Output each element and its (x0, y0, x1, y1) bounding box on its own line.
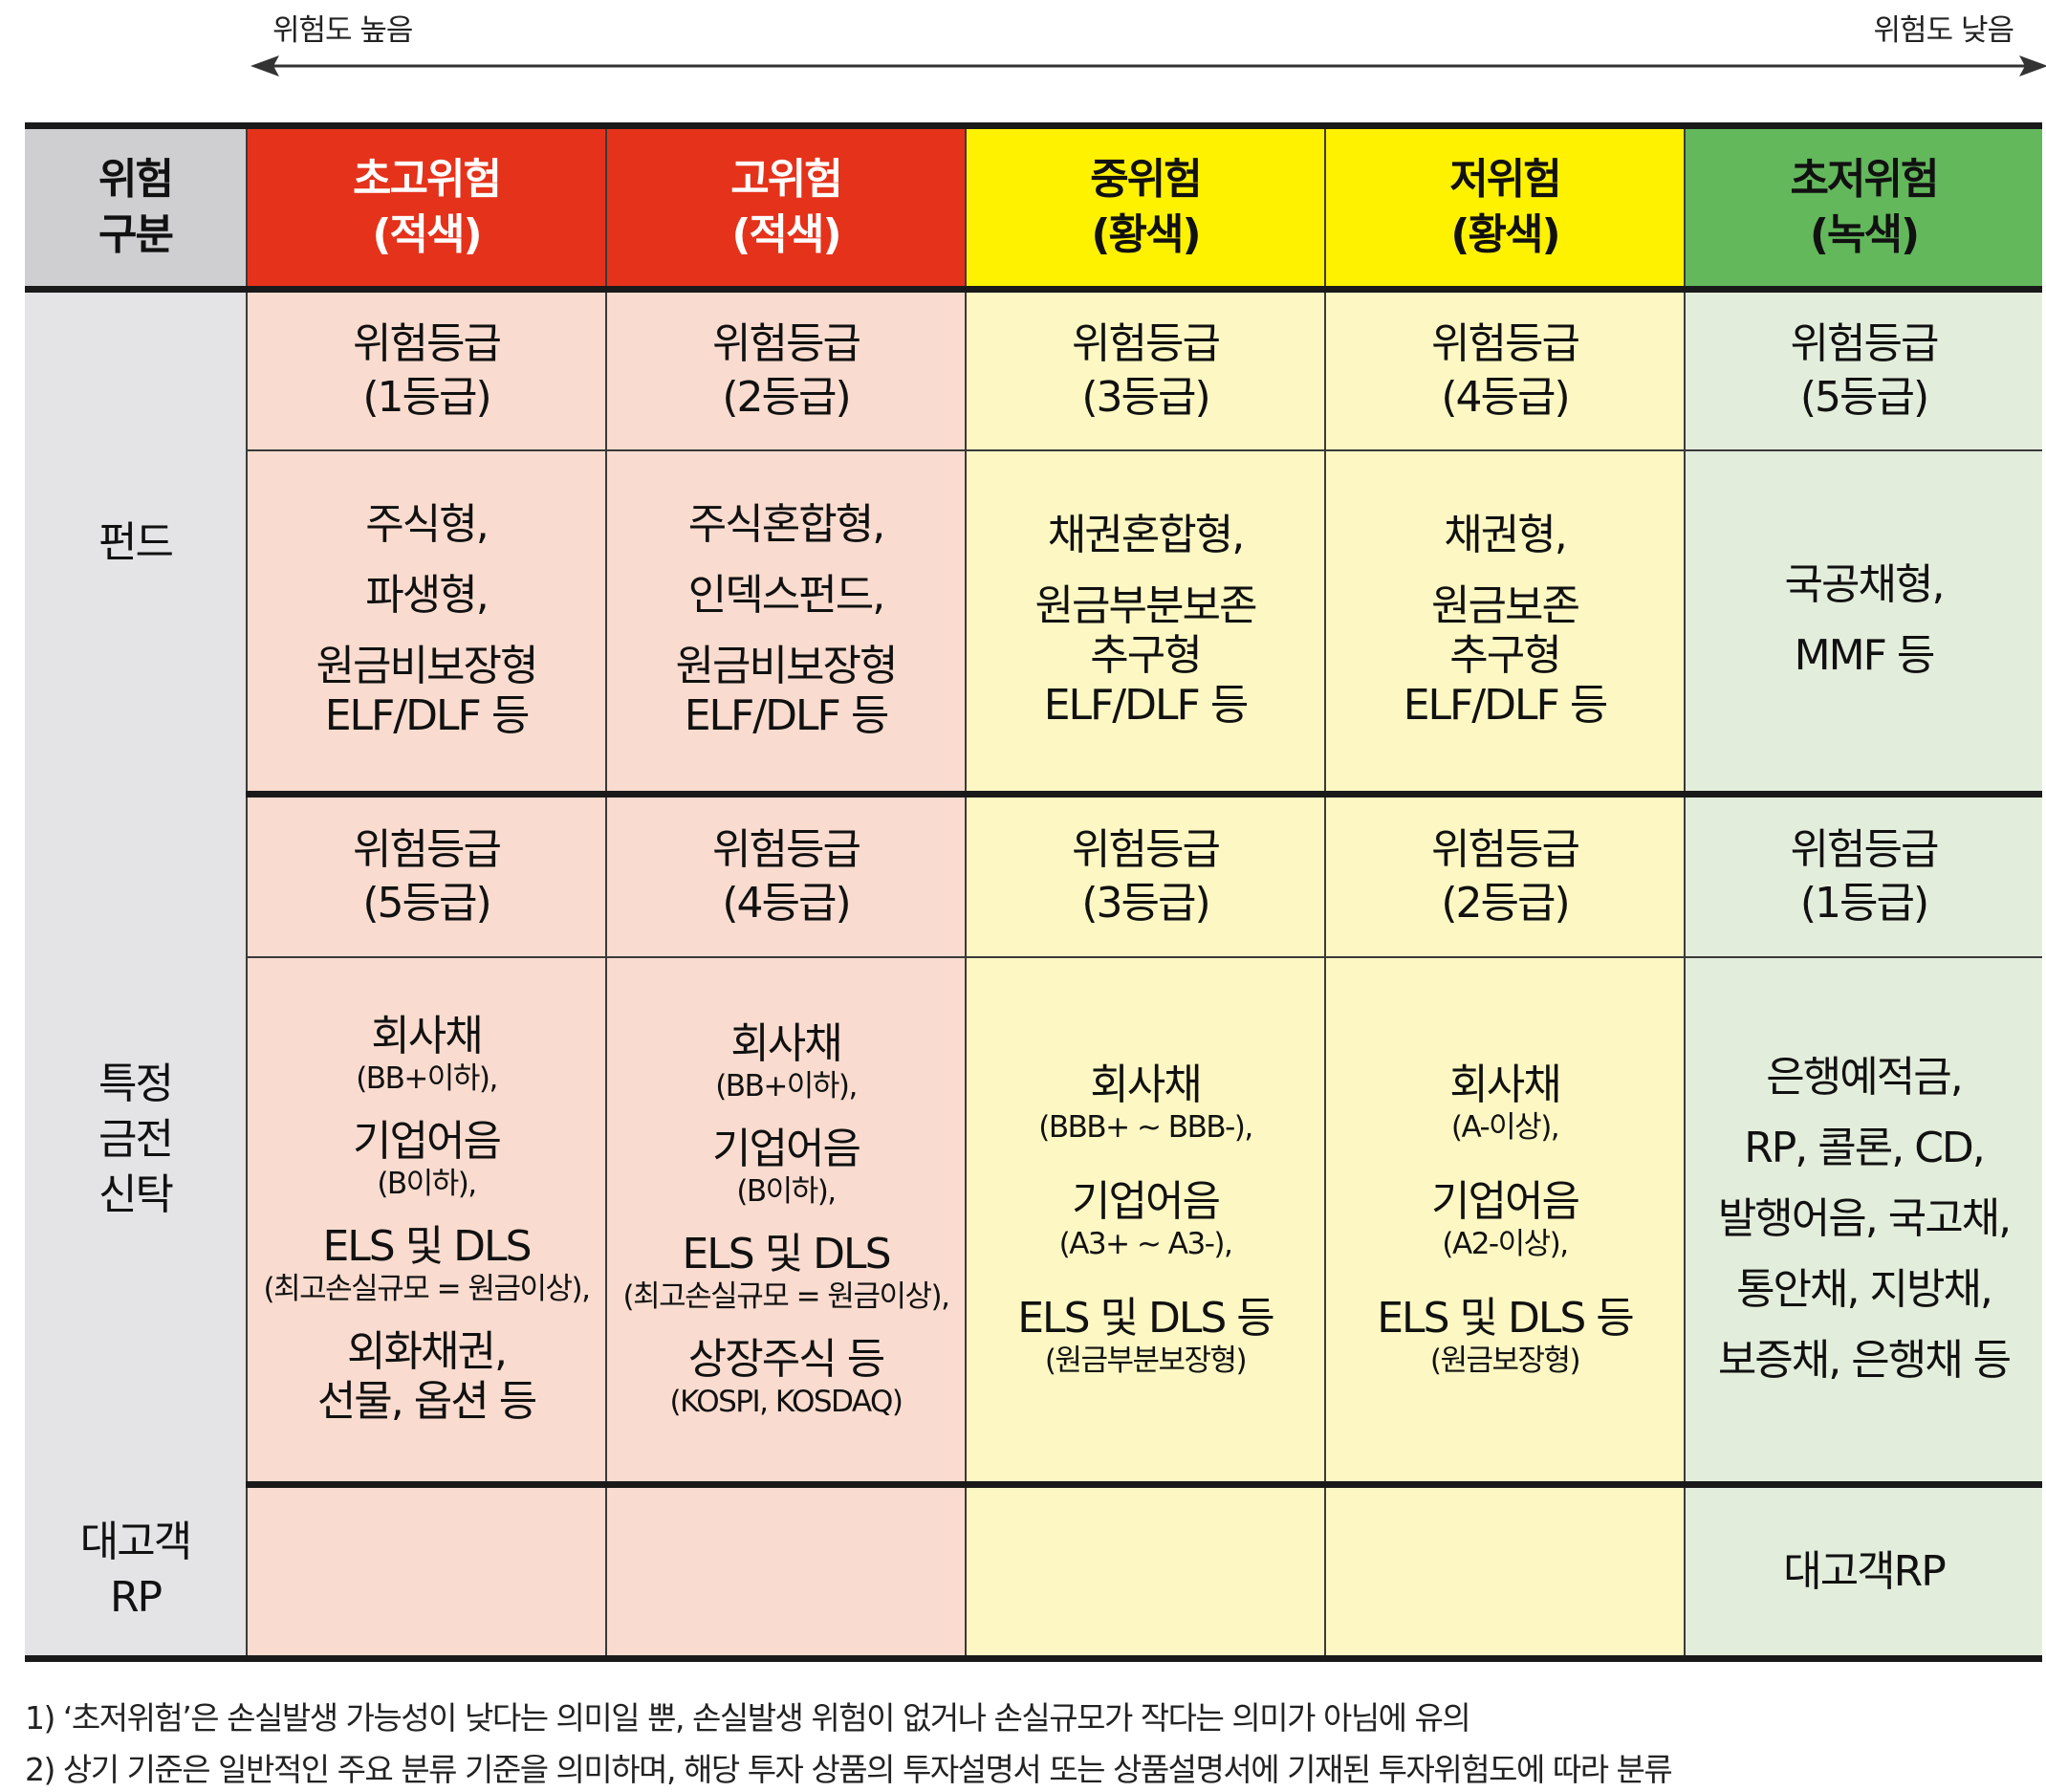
double-arrow-icon (250, 55, 2046, 76)
trust-grade-row: 특정 금전 신탁 위험등급 (5등급) 위험등급 (4등급) 위험등급 (3등급) 위험등… (25, 794, 2042, 1485)
trust-grade-5: 위험등급 (5등급) (246, 794, 607, 957)
header-very-low-risk: 초저위험 (녹색) (1684, 122, 2042, 293)
fund-grade-4: 위험등급 (4등급) (1324, 289, 1686, 450)
risk-scale: 위험도 높음 위험도 낮음 (0, 0, 2046, 115)
header-high-risk: 고위험 (적색) (605, 122, 967, 293)
fund-products-2: 주식혼합형, 인덱스펀드, 원금비보장형 ELF/DLF 등 (605, 448, 967, 798)
trust-products-4: 회사채 (A-이상), 기업어음 (A2-이상), ELS 및 DLS 등 (원금보장… (1324, 955, 1686, 1488)
fund-products-5: 국공채형, MMF 등 (1684, 448, 2042, 798)
risk-classification-table: 위험 구분 초고위험 (적색) 고위험 (적색) 중위험 (황색) 저위험 (황색) 초저… (25, 122, 2042, 1662)
trust-label: 특정 금전 신탁 (25, 794, 248, 1485)
rp-empty-3 (965, 1484, 1326, 1662)
fund-grade-5: 위험등급 (5등급) (1684, 289, 2042, 450)
footnote-2: 2) 상기 기준은 일반적인 주요 분류 기준을 의미하며, 해당 투자 상품의… (25, 1751, 1673, 1788)
rp-empty-4 (1324, 1484, 1686, 1662)
rp-label: 대고객 RP (25, 1484, 248, 1662)
footnote-1: 1) ‘초저위험’은 손실발생 가능성이 낮다는 의미일 뿐, 손실발생 위험이… (25, 1699, 1471, 1737)
fund-products-1: 주식형, 파생형, 원금비보장형 ELF/DLF 등 (247, 448, 607, 798)
rp-row: 대고객 RP 대고객RP (25, 1484, 2042, 1662)
fund-grade-row: 펀드 위험등급 (1등급) 위험등급 (2등급) 위험등급 (3등급) 위험등급 (4등… (25, 289, 2042, 795)
risk-high-label: 위험도 높음 (272, 13, 413, 48)
trust-grade-2: 위험등급 (2등급) (1324, 794, 1686, 957)
fund-grade-3: 위험등급 (3등급) (965, 289, 1326, 450)
fund-grade-2: 위험등급 (2등급) (605, 289, 967, 450)
fund-grade-1: 위험등급 (1등급) (246, 289, 607, 450)
fund-label: 펀드 (25, 289, 248, 795)
rp-empty-2 (605, 1484, 967, 1662)
header-low-risk: 저위험 (황색) (1324, 122, 1686, 293)
header-category: 위험 구분 (25, 122, 248, 293)
trust-products-2: 회사채 (BB+이하), 기업어음 (B이하), ELS 및 DLS (최고손실규모 … (605, 955, 967, 1488)
fund-products-4: 채권형, 원금보존 추구형 ELF/DLF 등 (1324, 448, 1686, 798)
header-row: 위험 구분 초고위험 (적색) 고위험 (적색) 중위험 (황색) 저위험 (황색) 초저… (25, 122, 2042, 293)
trust-grade-4: 위험등급 (4등급) (605, 794, 967, 957)
fund-products-3: 채권혼합형, 원금부분보존 추구형 ELF/DLF 등 (965, 448, 1326, 798)
header-very-high-risk: 초고위험 (적색) (246, 122, 607, 293)
fund-product-row: 주식형, 파생형, 원금비보장형 ELF/DLF 등 주식혼합형, 인덱스펀드,… (25, 448, 2042, 798)
trust-products-5: 은행예적금, RP, 콜론, CD, 발행어음, 국고채, 통안채, 지방채, … (1684, 955, 2042, 1488)
header-medium-risk: 중위험 (황색) (965, 122, 1326, 293)
rp-empty-1 (246, 1484, 607, 1662)
trust-product-row: 회사채 (BB+이하), 기업어음 (B이하), ELS 및 DLS (최고손실규모 … (25, 955, 2042, 1488)
trust-grade-1: 위험등급 (1등급) (1684, 794, 2042, 957)
trust-products-3: 회사채 (BBB+ ~ BBB-), 기업어음 (A3+ ~ A3-), ELS 및… (965, 955, 1326, 1488)
trust-products-1: 회사채 (BB+이하), 기업어음 (B이하), ELS 및 DLS (최고손실규모 … (247, 955, 607, 1488)
trust-grade-3: 위험등급 (3등급) (965, 794, 1326, 957)
rp-product-5: 대고객RP (1684, 1484, 2042, 1662)
risk-low-label: 위험도 낮음 (1873, 13, 2014, 48)
